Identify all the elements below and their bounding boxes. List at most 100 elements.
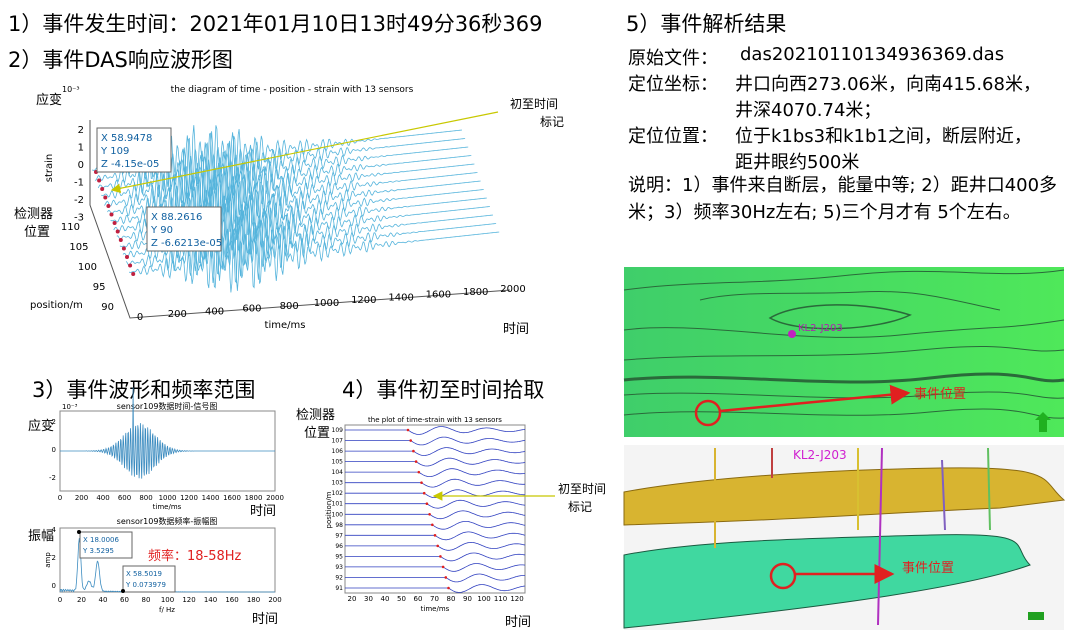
tick-label: 600: [242, 304, 261, 315]
icon: [1028, 612, 1044, 620]
layer: [623, 534, 1031, 629]
marker: [444, 576, 448, 579]
marker: [125, 255, 129, 259]
waveform: [59, 538, 275, 593]
label: f/ Hz: [159, 606, 175, 614]
waveform: [345, 584, 526, 593]
header: 1）事件发生时间：2021年01月10日13时49分36秒369: [8, 12, 543, 36]
tick-label: 105: [332, 459, 344, 466]
axis: [89, 120, 511, 319]
label: 时间: [252, 612, 278, 627]
tick-label: 50: [397, 595, 406, 603]
tick-label: -2: [49, 474, 56, 482]
tick-label: 95: [93, 282, 106, 293]
waveform: [119, 202, 490, 270]
marker: [420, 481, 423, 484]
marker: [431, 523, 434, 527]
tick-label: 20: [348, 595, 357, 603]
label: 定位坐标：: [628, 74, 718, 95]
waveform: [104, 157, 475, 226]
well-label: KL2-J203: [798, 323, 843, 334]
waveform: [113, 186, 484, 251]
tip-text: Z -4.15e-05: [101, 159, 159, 170]
waveform: [345, 436, 526, 446]
marker: [409, 439, 413, 442]
well-label: KL2-J203: [793, 448, 847, 462]
waveform: [345, 489, 525, 499]
tick-label: 2000: [266, 494, 284, 502]
tick-label: 109: [332, 427, 344, 434]
marker: [77, 530, 81, 534]
tick-label: 100: [332, 511, 344, 518]
tick-label: 95: [335, 553, 343, 560]
datatip: [79, 531, 133, 559]
label: time/ms: [265, 320, 306, 331]
tick-label: 101: [332, 501, 344, 508]
tick-label: 160: [225, 596, 238, 604]
tick-label: 200: [75, 494, 88, 502]
waveform: [345, 510, 526, 520]
marker: [121, 246, 126, 251]
tick-label: 4: [52, 526, 57, 534]
marker: [103, 195, 108, 200]
marker: [428, 512, 431, 516]
tick-label: 100: [161, 596, 174, 604]
tick-label: 70: [430, 595, 439, 603]
datatip: [146, 206, 222, 252]
label: 定位位置：: [628, 126, 718, 147]
marker: [422, 491, 426, 495]
arrow-icon: [1035, 412, 1051, 432]
label: time/ms: [421, 605, 450, 613]
tick-label: 90: [463, 595, 472, 603]
tick-label: 1200: [180, 494, 198, 502]
tick-label: 90: [101, 302, 114, 313]
tick-label: 2: [52, 418, 56, 426]
tick-label: 400: [205, 306, 224, 317]
tip-text: Z -6.6213e-05: [151, 238, 222, 249]
wells: [714, 447, 991, 626]
tick-label: 1000: [159, 494, 177, 502]
event-arrow: [719, 384, 911, 413]
tip-text: X 58.5019: [126, 570, 162, 578]
label: 原始文件：: [628, 48, 718, 69]
marker: [109, 212, 114, 217]
tick-label: 140: [204, 596, 217, 604]
marker: [118, 238, 123, 242]
label: 频率：18-58Hz: [148, 548, 242, 564]
value: 距井眼约500米: [735, 152, 860, 173]
arrow: [110, 111, 499, 194]
tick-label: 103: [332, 480, 344, 487]
tick-label: 200: [268, 596, 281, 604]
tick-label: -3: [74, 213, 84, 224]
header: 5）事件解析结果: [626, 12, 787, 36]
tick-label: 107: [332, 438, 344, 445]
event-label: 事件位置: [914, 387, 966, 402]
label: 10⁻³: [62, 403, 78, 411]
tip-text: Y 0.073979: [125, 581, 166, 589]
tick-label: 1800: [463, 287, 488, 298]
label: 时间: [503, 322, 529, 337]
marker: [436, 544, 440, 548]
tip-text: X 58.9478: [101, 133, 152, 144]
tick-label: 60: [120, 596, 129, 604]
waveform: [101, 150, 472, 216]
waveform: [345, 447, 526, 456]
waveform: [345, 499, 526, 509]
tick-label: 80: [447, 595, 456, 603]
tick-label: 1000: [314, 298, 339, 309]
tick-label: 93: [335, 564, 343, 571]
label: 10⁻³: [62, 85, 80, 94]
marker: [131, 272, 136, 276]
value: das20210110134936369.das: [740, 44, 1005, 65]
waveform: [345, 468, 526, 477]
layer: [623, 467, 1066, 526]
tick-label: 1400: [202, 494, 220, 502]
tick-label: 200: [168, 309, 187, 320]
axes: [59, 527, 276, 593]
tick-label: 0: [52, 582, 56, 590]
waveform: [345, 457, 526, 467]
tip-text: Y 90: [150, 225, 173, 236]
tick-label: -1: [74, 178, 84, 189]
label: 位置: [24, 225, 50, 240]
axes: [344, 424, 526, 594]
